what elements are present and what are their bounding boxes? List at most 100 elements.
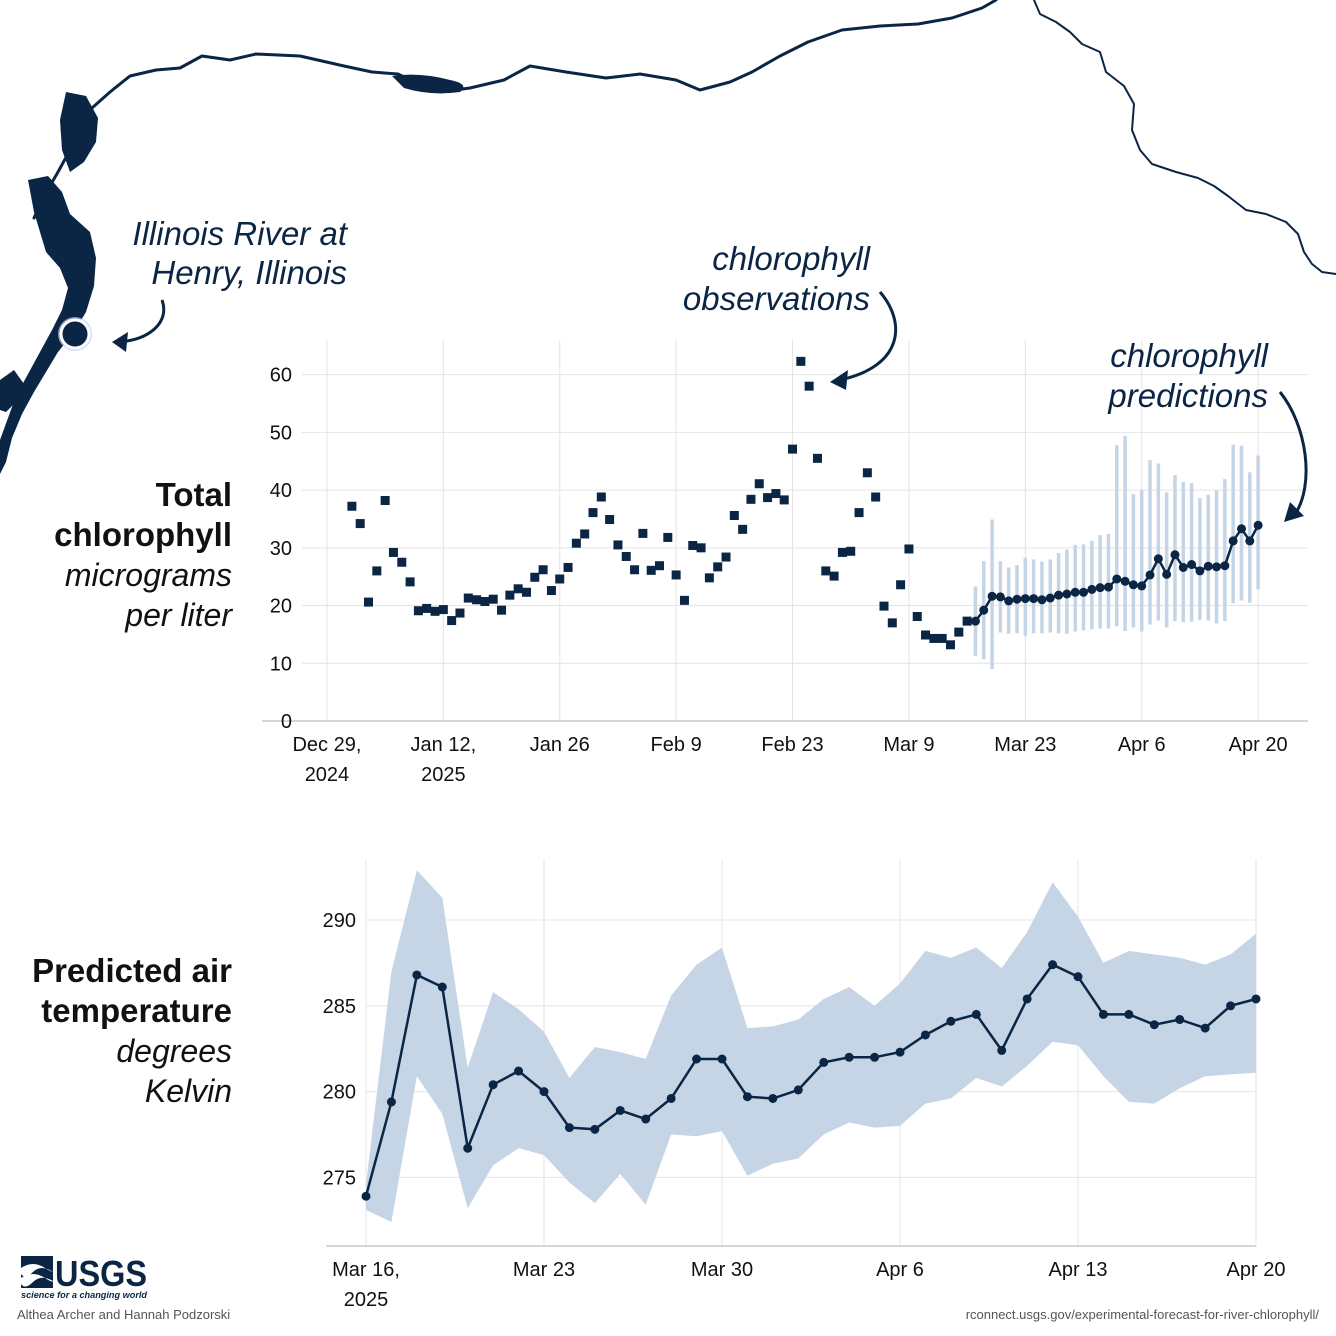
usgs-logo-wave-stripe-icon: [21, 1274, 54, 1287]
chlorophyll-ylabel-italic-line1: micrograms: [65, 557, 232, 593]
observation-point: [804, 381, 814, 391]
prediction-point: [1045, 593, 1055, 603]
observation-point: [837, 547, 847, 557]
river-upper-widening: [60, 92, 98, 172]
prediction-point: [1220, 561, 1230, 571]
observation-point: [364, 597, 374, 607]
air-temperature-point: [1175, 1015, 1185, 1025]
x-tick-label-year: 2025: [344, 1289, 389, 1311]
observation-point: [904, 544, 914, 554]
chlorophyll-x-ticks: Dec 29, 2024 Jan 12, 2025 Jan 26 Feb 9 Feb 23 M…: [292, 734, 1287, 786]
air-temperature-point: [1048, 960, 1058, 970]
chlorophyll-predictions-series: [970, 520, 1263, 626]
observation-point: [563, 562, 573, 572]
observation-point: [821, 566, 831, 576]
predictions-arrow: [1278, 391, 1308, 517]
location-label-line2: Henry, Illinois: [151, 254, 347, 291]
y-tick-label: 280: [323, 1082, 356, 1104]
x-tick-label: Mar 23: [513, 1259, 575, 1281]
air-temperature-point: [1124, 1009, 1134, 1019]
prediction-point: [1079, 587, 1089, 597]
chlorophyll-chart: 0 10 20 30 40 50 60 Dec 29, 2024 Jan 12, 2025 Jan …: [54, 240, 1308, 786]
prediction-point: [1112, 574, 1122, 584]
prediction-point: [970, 616, 980, 626]
air-temperature-ylabel-bold-line1: Predicted air: [32, 952, 232, 989]
observation-point: [372, 566, 382, 576]
observation-point: [696, 543, 706, 553]
observation-point: [505, 590, 515, 600]
observation-point: [488, 594, 498, 604]
observation-point: [721, 552, 731, 562]
observation-point: [945, 640, 955, 650]
observation-point: [896, 580, 906, 590]
air-temperature-point: [641, 1114, 651, 1124]
observation-point: [663, 532, 673, 542]
observation-point: [812, 453, 822, 463]
chlorophyll-ylabel-bold-line2: chlorophyll: [54, 516, 232, 553]
footer: USGS science for a changing world Althea…: [17, 1253, 1319, 1322]
air-temperature-point: [463, 1143, 473, 1153]
observations-arrow: [839, 291, 898, 382]
air-temperature-point: [590, 1124, 600, 1134]
prediction-point: [1162, 569, 1172, 579]
observation-point: [921, 630, 931, 640]
y-tick-label: 60: [270, 365, 292, 387]
air-temperature-point: [1073, 972, 1083, 982]
air-temperature-chart: 275 280 285 290 Mar 16, 2025 Mar 23 Mar 30 Apr …: [32, 860, 1285, 1311]
observation-point: [862, 468, 872, 478]
prediction-point: [1178, 562, 1188, 572]
air-temperature-point: [819, 1057, 829, 1067]
x-tick-label: Mar 23: [994, 734, 1056, 756]
x-tick-label-year: 2024: [305, 764, 350, 786]
prediction-point: [1245, 536, 1255, 546]
air-temperature-point: [1226, 1001, 1236, 1011]
observation-point: [521, 587, 531, 597]
x-tick-label-year: 2025: [421, 764, 466, 786]
authors-credit: Althea Archer and Hannah Podzorski: [17, 1307, 230, 1322]
observation-point: [746, 494, 756, 504]
air-temperature-x-ticks: Mar 16, 2025 Mar 23 Mar 30 Apr 6 Apr 13 Apr 20: [332, 1259, 1285, 1311]
observation-point: [954, 627, 964, 637]
observation-point: [596, 492, 606, 502]
usgs-logo-tagline: science for a changing world: [21, 1290, 147, 1301]
y-tick-label: 50: [270, 422, 292, 444]
river-side-branch: [1033, 0, 1336, 275]
observation-point: [829, 571, 839, 581]
prediction-point: [1253, 520, 1263, 530]
x-tick-label: Jan 26: [530, 734, 590, 756]
prediction-point: [1020, 594, 1030, 604]
observation-point: [355, 519, 365, 529]
observation-point: [704, 573, 714, 583]
observation-point: [438, 605, 448, 615]
prediction-point: [1095, 583, 1105, 593]
source-url: rconnect.usgs.gov/experimental-forecast-…: [966, 1307, 1320, 1322]
prediction-point: [1170, 550, 1180, 560]
air-temperature-point: [361, 1191, 371, 1201]
prediction-point: [1128, 580, 1138, 590]
predictions-arrow-head: [1284, 502, 1304, 522]
observation-point: [713, 562, 723, 572]
air-temperature-point: [692, 1054, 702, 1064]
y-tick-label: 285: [323, 996, 356, 1018]
observation-point: [729, 510, 739, 520]
prediction-point: [1062, 589, 1072, 599]
observation-point: [571, 538, 581, 548]
observations-arrow-head: [830, 370, 848, 390]
observation-point: [779, 495, 789, 505]
x-tick-label: Apr 20: [1229, 734, 1288, 756]
observation-point: [380, 495, 390, 505]
chlorophyll-ylabel-italic-line2: per liter: [124, 597, 233, 633]
air-temperature-point: [412, 970, 422, 980]
observation-point: [854, 508, 864, 518]
observation-point: [763, 493, 773, 503]
air-temperature-point: [386, 1097, 396, 1107]
air-temperature-point: [1098, 1009, 1108, 1019]
observation-point: [937, 633, 947, 643]
air-temperature-point: [1200, 1023, 1210, 1033]
air-temperature-band-group: [366, 870, 1256, 1222]
air-temperature-point: [437, 982, 447, 992]
prediction-point: [1103, 582, 1113, 592]
observation-point: [655, 561, 665, 571]
location-arrow-head: [112, 332, 128, 352]
observation-point: [397, 557, 407, 567]
